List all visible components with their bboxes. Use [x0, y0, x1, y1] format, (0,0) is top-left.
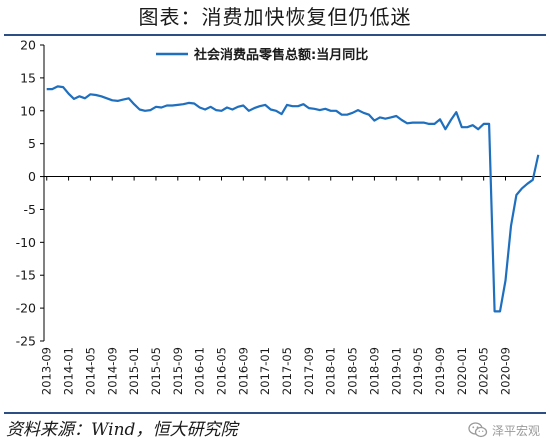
x-tick-label: 2019-05 [411, 347, 425, 395]
x-tick-label: 2014-05 [83, 347, 97, 395]
x-tick-label: 2018-05 [346, 347, 360, 395]
x-tick-label: 2016-05 [215, 347, 229, 395]
y-axis: -25 -20 -15 -10 -5 0 5 10 15 20 [16, 38, 45, 349]
x-tick-label: 2015-01 [127, 347, 141, 395]
x-tick-label: 2019-09 [433, 347, 447, 395]
watermark-text: 泽平宏观 [491, 423, 540, 438]
x-tick-label: 2018-01 [324, 347, 338, 395]
x-tick-label: 2014-09 [105, 347, 119, 395]
legend: 社会消费品零售总额:当月同比 [156, 47, 368, 63]
bottom-rule [4, 412, 546, 414]
x-tick-label: 2017-05 [280, 347, 294, 395]
y-tick-label: 10 [20, 103, 36, 118]
y-tick-label: 15 [20, 70, 36, 85]
y-tick-label: -5 [24, 202, 36, 217]
x-tick-label: 2013-09 [40, 347, 54, 395]
y-tick-label: -15 [16, 268, 36, 283]
y-tick-label: -20 [16, 301, 36, 316]
y-tick-label: -10 [16, 235, 36, 250]
x-tick-label: 2020-09 [499, 347, 513, 395]
x-tick-label: 2016-09 [236, 347, 250, 395]
watermark: 泽平宏观 [468, 420, 540, 440]
x-tick-label: 2015-09 [171, 347, 185, 395]
y-tick-label: 0 [28, 169, 36, 184]
title-rule [4, 34, 546, 36]
series-layer [46, 85, 540, 313]
figure-title: 图表：消费加快恢复但仍低迷 [138, 5, 412, 29]
x-tick-label: 2018-09 [367, 347, 381, 395]
x-tick-label: 2019-01 [389, 347, 403, 395]
y-tick-label: -25 [16, 334, 36, 349]
wechat-icon [468, 422, 488, 438]
legend-label: 社会消费品零售总额:当月同比 [193, 47, 368, 63]
y-tick-label: 20 [20, 38, 36, 53]
y-tick-label: 5 [28, 136, 36, 151]
x-tick-label: 2020-01 [455, 347, 469, 395]
x-tick-label: 2015-05 [149, 347, 163, 395]
x-tick-label: 2016-01 [193, 347, 207, 395]
x-tick-label: 2020-05 [477, 347, 491, 395]
x-tick-label: 2014-01 [62, 347, 76, 395]
source-note: 资料来源：Wind，恒大研究院 [6, 420, 238, 440]
x-tick-label: 2017-09 [302, 347, 316, 395]
series-line [46, 85, 540, 313]
x-tick-label: 2017-01 [258, 347, 272, 395]
x-axis: 2013-09 2014-01 2014-05 2014-09 2015-01 2015-… [40, 176, 541, 395]
